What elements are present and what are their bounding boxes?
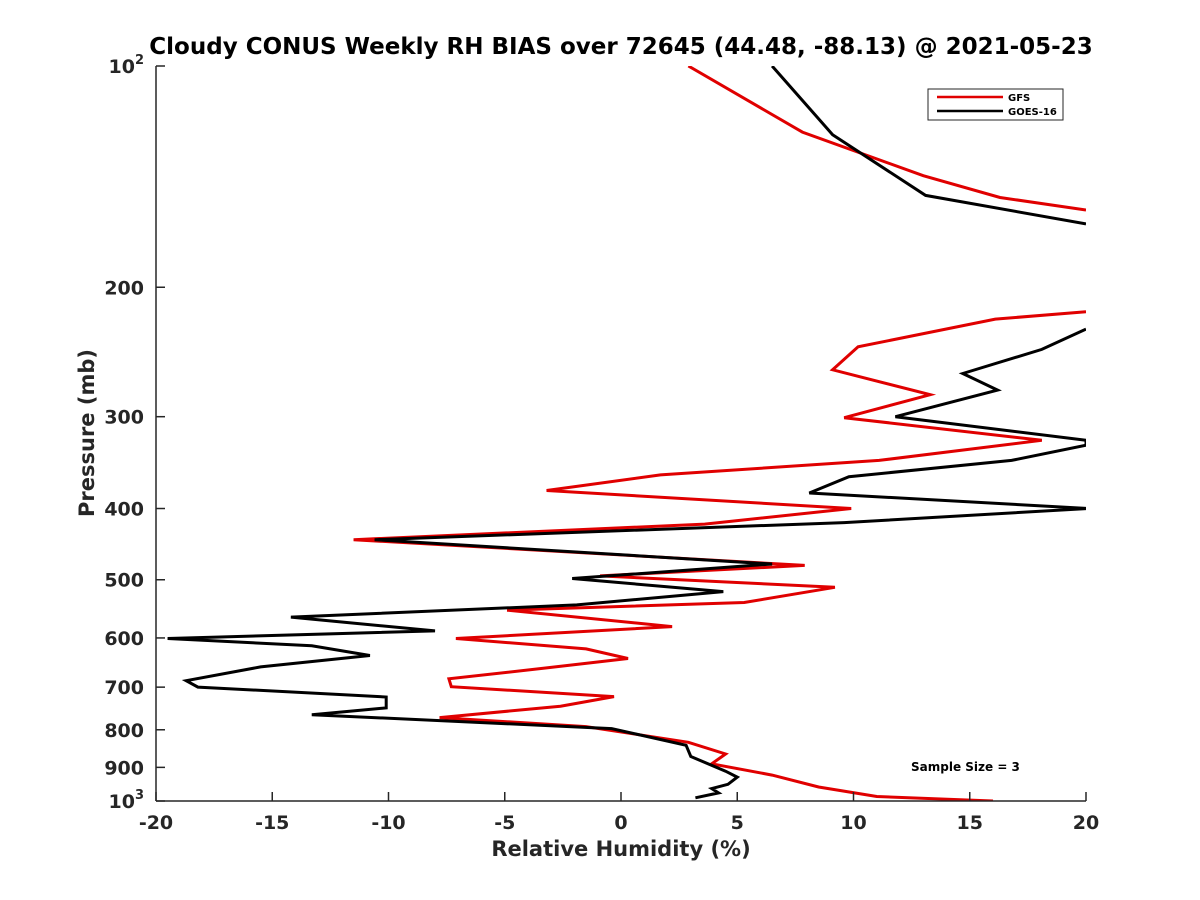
x-tick-label: 0 [614,812,627,834]
x-tick-label: 5 [731,812,744,834]
sample-size-annotation: Sample Size = 3 [911,760,1020,774]
x-tick-label: 20 [1073,812,1099,834]
x-tick-label: 15 [957,812,983,834]
legend: GFS GOES-16 [927,88,1064,121]
series-line-gfs [353,310,1086,801]
x-tick-label: -15 [255,812,289,834]
y-tick-label: 900 [104,757,144,779]
y-tick-label: 700 [104,677,144,699]
y-tick-label: 600 [104,628,144,650]
series-line-goes-16 [770,66,1086,226]
chart-title: Cloudy CONUS Weekly RH BIAS over 72645 (… [149,34,1092,60]
y-tick-label: 800 [104,720,144,742]
legend-box [927,88,1064,121]
y-tick-label: 300 [104,407,144,429]
y-axis-label: Pressure (mb) [75,349,99,517]
series-layer [167,66,1086,801]
y-tick-label: 102 [109,53,145,78]
x-tick-label: -10 [371,812,405,834]
series-line-gfs [687,66,1086,212]
x-tick-label: -20 [139,812,173,834]
x-tick-labels: -20 -15 -10 -5 0 5 10 15 20 [139,792,1099,834]
y-tick-label: 400 [104,499,144,521]
plot-background [156,66,1086,801]
y-tick-label: 200 [104,277,144,299]
x-tick-label: -5 [494,812,515,834]
y-tick-labels: 102 200 300 400 500 600 700 800 900 103 [104,53,165,813]
plot-area [156,66,1086,801]
legend-label-0: GFS [1008,93,1030,104]
x-axis-label: Relative Humidity (%) [491,837,750,861]
y-tick-label: 500 [104,570,144,592]
series-line-goes-16 [167,327,1086,800]
x-tick-label: 10 [840,812,866,834]
y-tick-label: 103 [109,788,145,813]
legend-label-1: GOES-16 [1008,107,1057,118]
